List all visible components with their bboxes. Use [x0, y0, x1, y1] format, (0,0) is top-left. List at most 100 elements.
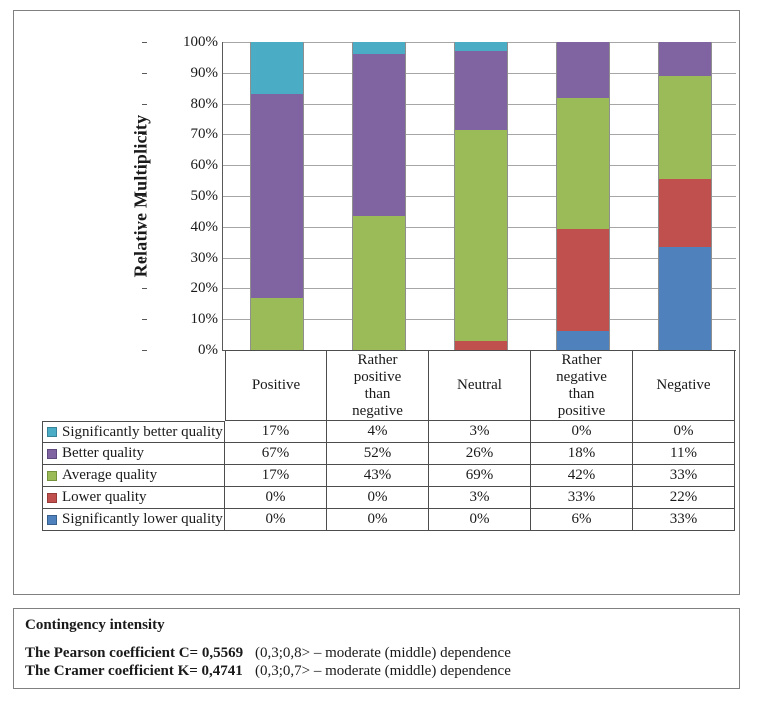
contingency-box: Contingency intensity The Pearson coeffi…: [13, 608, 740, 689]
legend-swatch-icon: [47, 492, 57, 503]
legend-cell: Significantly lower quality: [42, 509, 225, 531]
value-cell: 0%: [429, 509, 531, 531]
y-tick-label: 30%: [190, 250, 219, 266]
bar-segment: [251, 42, 303, 94]
y-axis-tick: [142, 104, 147, 105]
legend-swatch-icon: [47, 470, 57, 481]
value-cell: 6%: [531, 509, 633, 531]
y-tick-label: 60%: [190, 157, 219, 173]
bar-segment: [659, 76, 711, 179]
y-tick-label: 80%: [190, 96, 219, 112]
table-header-cell: Rather negative than positive: [531, 350, 633, 421]
table-corner-cell: [42, 350, 225, 421]
value-cell: 33%: [633, 509, 735, 531]
table-header-cell: Negative: [633, 350, 735, 421]
value-cell: 18%: [531, 443, 633, 465]
y-tick-label: 90%: [190, 65, 219, 81]
value-cell: 26%: [429, 443, 531, 465]
legend-swatch-icon: [47, 427, 57, 437]
table-header-cell: Neutral: [429, 350, 531, 421]
legend-label: Better quality: [62, 445, 145, 461]
y-tick-label: 0%: [198, 342, 218, 358]
pearson-coefficient-note: (0,3;0,8> – moderate (middle) dependence: [255, 645, 511, 661]
legend-label: Lower quality: [62, 489, 147, 505]
bar-segment: [251, 93, 303, 299]
value-cell: 52%: [327, 443, 429, 465]
y-axis-tick: [142, 258, 147, 259]
legend-label: Significantly lower quality: [62, 511, 223, 527]
y-tick-label: 10%: [190, 311, 219, 327]
y-axis-tick: [142, 350, 147, 351]
value-cell: 0%: [225, 487, 327, 509]
bar-segment: [455, 340, 507, 351]
value-cell: 33%: [531, 487, 633, 509]
cramer-line: The Cramer coefficient K= 0,4741 (0,3;0,7…: [14, 662, 739, 680]
bar-segment: [251, 298, 303, 350]
value-cell: 17%: [225, 421, 327, 443]
stacked-bar-rather-negative-than-positive: [556, 42, 610, 351]
bar-segment: [353, 216, 405, 350]
y-axis-tick: [142, 227, 147, 228]
bar-segment: [557, 228, 609, 332]
stacked-bar-rather-positive-than-negative: [352, 42, 406, 350]
pearson-line: The Pearson coefficient C= 0,5569 (0,3;0,…: [14, 644, 739, 662]
value-cell: 0%: [225, 509, 327, 531]
value-cell: 42%: [531, 465, 633, 487]
legend-swatch-icon: [47, 448, 57, 459]
y-tick-label: 70%: [190, 126, 219, 142]
y-tick-label: 40%: [190, 219, 219, 235]
bar-segment: [659, 247, 711, 350]
cramer-coefficient-note: (0,3;0,7> – moderate (middle) dependence: [255, 663, 511, 679]
bar-segment: [455, 42, 507, 52]
y-axis-tick: [142, 196, 147, 197]
bar-segment: [353, 54, 405, 217]
chart-data-table: Positive Rather positive than negative Neu…: [42, 350, 735, 531]
legend-cell: Average quality: [42, 465, 225, 487]
stacked-bar-negative: [658, 42, 712, 350]
y-axis-tick: [142, 42, 147, 43]
plot-area: [222, 42, 736, 351]
value-cell: 69%: [429, 465, 531, 487]
bar-segment: [557, 331, 609, 351]
value-cell: 0%: [327, 487, 429, 509]
bar-segment: [353, 42, 405, 55]
y-axis-tick: [142, 73, 147, 74]
chart-panel: Relative Multiplicity 0% 10% 20% 30% 40% 50% 6…: [13, 10, 740, 595]
bar-segment: [455, 130, 507, 341]
legend-swatch-icon: [47, 514, 57, 525]
value-cell: 33%: [633, 465, 735, 487]
value-cell: 22%: [633, 487, 735, 509]
bar-segment: [659, 42, 711, 77]
value-cell: 0%: [327, 509, 429, 531]
stacked-bar-positive: [250, 42, 304, 350]
value-cell: 0%: [633, 421, 735, 443]
y-tick-label: 20%: [190, 280, 219, 296]
table-header-cell: Positive: [225, 350, 327, 421]
table-header-cell: Rather positive than negative: [327, 350, 429, 421]
bar-segment: [455, 51, 507, 131]
value-cell: 17%: [225, 465, 327, 487]
value-cell: 11%: [633, 443, 735, 465]
cramer-coefficient-label: The Cramer coefficient K= 0,4741: [25, 663, 243, 679]
value-cell: 43%: [327, 465, 429, 487]
value-cell: 4%: [327, 421, 429, 443]
contingency-title: Contingency intensity: [25, 617, 165, 633]
stacked-bar-neutral: [454, 42, 508, 351]
bar-segment: [659, 178, 711, 248]
y-axis-tick: [142, 288, 147, 289]
y-tick-label: 50%: [190, 188, 219, 204]
legend-cell: Better quality: [42, 443, 225, 465]
bar-segment: [557, 98, 609, 229]
bar-segment: [557, 42, 609, 98]
y-axis-tick: [142, 165, 147, 166]
y-axis-tick: [142, 134, 147, 135]
value-cell: 0%: [531, 421, 633, 443]
legend-cell: Significantly better quality: [42, 421, 225, 443]
value-cell: 3%: [429, 421, 531, 443]
value-cell: 67%: [225, 443, 327, 465]
value-cell: 3%: [429, 487, 531, 509]
y-axis-tick: [142, 319, 147, 320]
legend-label: Average quality: [62, 467, 158, 483]
legend-cell: Lower quality: [42, 487, 225, 509]
y-tick-label: 100%: [183, 34, 218, 50]
